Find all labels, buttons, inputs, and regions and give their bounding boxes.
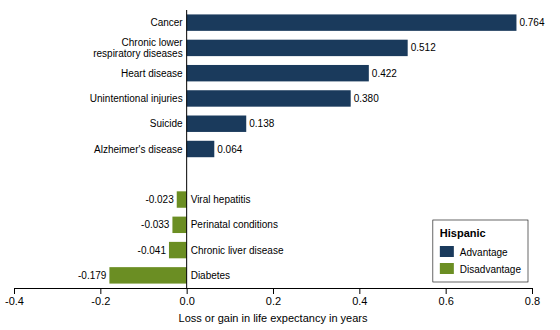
category-label-line: Perinatal conditions — [191, 219, 278, 230]
data-label: 0.064 — [217, 144, 242, 155]
x-tick-mark — [100, 288, 101, 294]
x-tick: 0.0 — [180, 288, 195, 307]
category-label-line: Heart disease — [121, 68, 183, 79]
bar — [177, 191, 187, 207]
category-label-line: Suicide — [150, 118, 183, 129]
plot: -0.4 -0.2 0.0 0.2 0.4 0.6 0.8 Loss or gain in l… — [5, 10, 545, 324]
category-label: Chronic lowerrespiratory diseases — [93, 37, 183, 59]
category-label: Alzheimer's disease — [94, 144, 183, 155]
x-axis-title: Loss or gain in life expectancy in years — [179, 312, 368, 324]
legend-item: Advantage — [440, 246, 508, 258]
category-labels: Cancer Chronic lowerrespiratory diseases H… — [90, 17, 284, 281]
category-label-line: Alzheimer's disease — [94, 144, 183, 155]
legend-title: Hispanic — [440, 227, 486, 239]
x-axis-line — [15, 289, 533, 295]
x-tick-label: 0.0 — [180, 295, 195, 307]
category-label-line: Chronic lower — [122, 37, 184, 48]
bar — [187, 65, 369, 81]
x-tick-label: -0.4 — [5, 295, 24, 307]
x-tick: 0.8 — [525, 288, 540, 307]
category-label-line: respiratory diseases — [93, 48, 182, 59]
bar — [187, 40, 408, 56]
x-tick: 0.2 — [266, 288, 281, 307]
legend-item: Disadvantage — [440, 263, 522, 275]
chart: -0.4 -0.2 0.0 0.2 0.4 0.6 0.8 Loss or gain in l… — [0, 0, 560, 330]
x-tick: 0.4 — [352, 288, 367, 307]
category-label-line: Cancer — [150, 17, 183, 28]
data-label: -0.023 — [145, 194, 174, 205]
bar — [172, 217, 186, 233]
x-tick-mark — [187, 288, 188, 294]
x-tick: -0.2 — [91, 288, 110, 307]
legend-label: Advantage — [460, 247, 508, 258]
data-label: -0.179 — [78, 270, 107, 281]
x-tick-label: 0.8 — [525, 295, 540, 307]
category-label: Chronic liver disease — [191, 245, 284, 256]
category-label: Cancer — [150, 17, 183, 28]
x-tick-mark — [532, 288, 533, 294]
x-tick-label: 0.6 — [439, 295, 454, 307]
bar — [187, 90, 351, 106]
category-label-line: Unintentional injuries — [90, 93, 183, 104]
category-label: Diabetes — [191, 270, 230, 281]
legend-frame — [433, 220, 528, 282]
category-label-line: Viral hepatitis — [191, 194, 251, 205]
category-label: Heart disease — [121, 68, 183, 79]
category-label-line: Diabetes — [191, 270, 230, 281]
category-label: Unintentional injuries — [90, 93, 183, 104]
bar — [169, 242, 187, 258]
data-label: 0.380 — [354, 93, 379, 104]
x-tick-mark — [14, 288, 15, 294]
data-label: 0.512 — [411, 42, 436, 53]
x-axis: -0.4 -0.2 0.0 0.2 0.4 0.6 0.8 — [5, 288, 540, 307]
bar — [187, 14, 517, 30]
data-label: 0.764 — [519, 17, 544, 28]
data-label: 0.138 — [249, 118, 274, 129]
x-tick: -0.4 — [5, 288, 24, 307]
data-label: 0.422 — [372, 68, 397, 79]
x-tick-mark — [273, 288, 274, 294]
category-label: Suicide — [150, 118, 183, 129]
data-label: -0.041 — [138, 245, 167, 256]
x-tick-label: 0.4 — [352, 295, 367, 307]
x-tick-label: -0.2 — [91, 295, 110, 307]
bar — [187, 141, 215, 157]
data-label: -0.033 — [141, 219, 170, 230]
x-tick-label: 0.2 — [266, 295, 281, 307]
bar — [187, 116, 247, 132]
legend-label: Disadvantage — [460, 264, 522, 275]
category-label-line: Chronic liver disease — [191, 245, 284, 256]
category-label: Perinatal conditions — [191, 219, 278, 230]
x-tick-mark — [446, 288, 447, 294]
category-label: Viral hepatitis — [191, 194, 251, 205]
x-tick-mark — [359, 288, 360, 294]
legend: Hispanic Advantage Disadvantage — [433, 220, 528, 282]
bar — [109, 267, 186, 283]
legend-swatch — [440, 246, 454, 257]
legend-swatch — [440, 263, 454, 274]
x-tick: 0.6 — [439, 288, 454, 307]
zero-line — [186, 10, 187, 288]
